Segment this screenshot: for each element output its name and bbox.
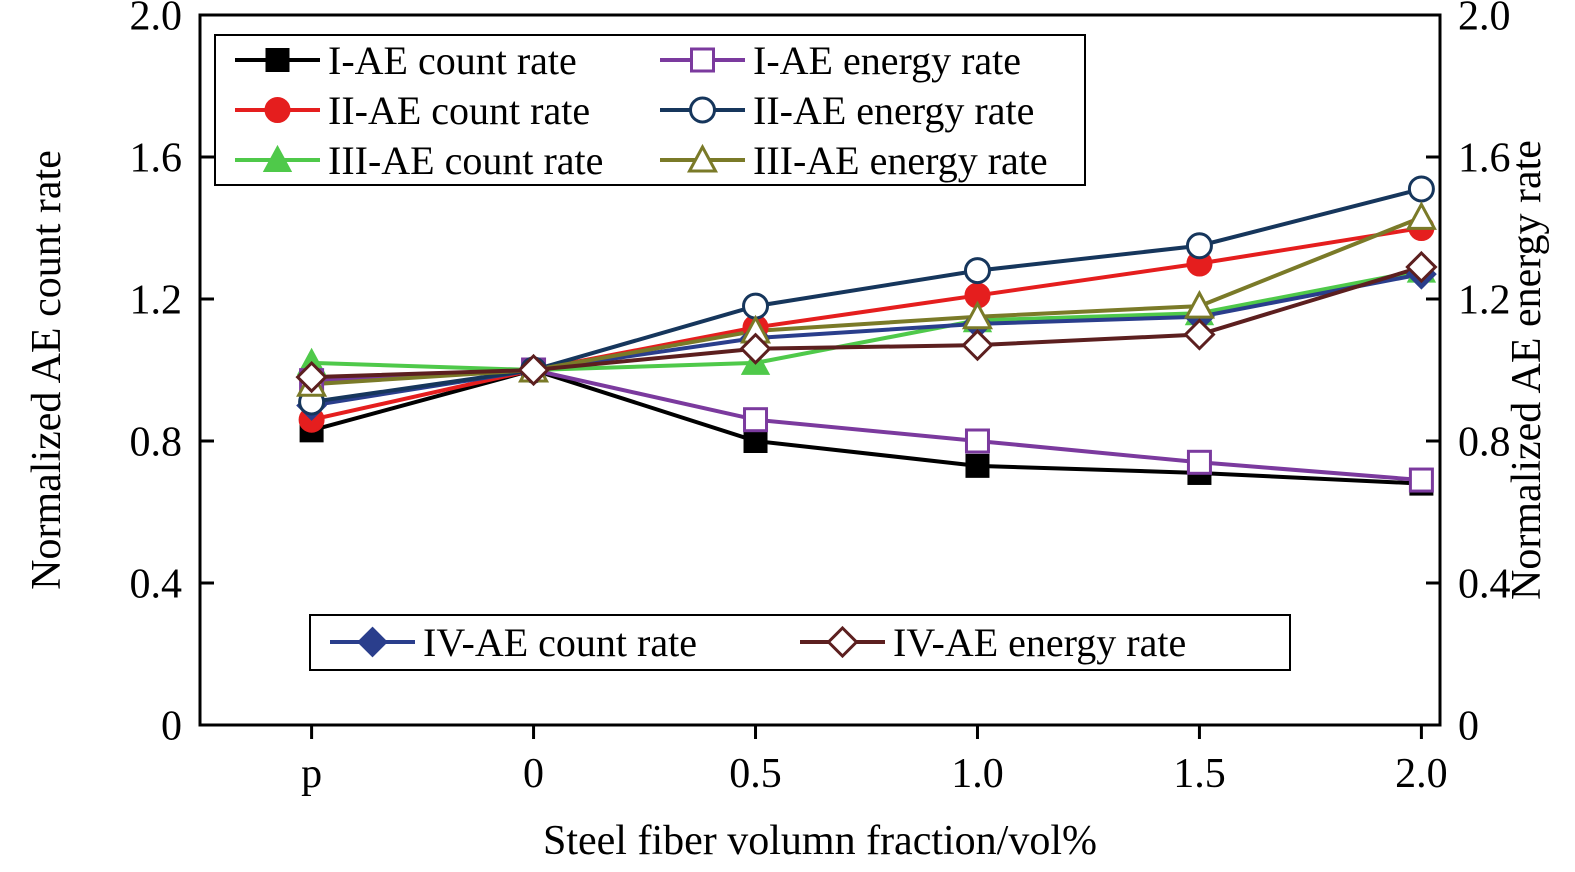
line-chart: 0 0 0.4 0.4 0.8 0.8 1.2 1.2 1.6 1.6 2.0 2.0 p 0 0.5 1.0… — [0, 0, 1575, 872]
svg-text:1.5: 1.5 — [1173, 751, 1226, 797]
svg-text:p: p — [301, 751, 322, 797]
legend-label: III-AE count rate — [328, 138, 603, 183]
svg-text:1.6: 1.6 — [1458, 136, 1511, 182]
svg-text:0.4: 0.4 — [1458, 562, 1511, 608]
svg-text:1.2: 1.2 — [130, 278, 183, 324]
svg-text:0: 0 — [523, 751, 544, 797]
svg-text:1.2: 1.2 — [1458, 278, 1511, 324]
svg-text:2.0: 2.0 — [1458, 0, 1511, 40]
chart-container: 0 0 0.4 0.4 0.8 0.8 1.2 1.2 1.6 1.6 2.0 2.0 p 0 0.5 1.0… — [0, 0, 1575, 872]
legend-bottom: IV-AE count rate IV-AE energy rate — [310, 615, 1290, 670]
svg-text:0.8: 0.8 — [130, 420, 183, 466]
x-axis-label: Steel fiber volumn fraction/vol% — [543, 818, 1097, 864]
svg-text:0.8: 0.8 — [1458, 420, 1511, 466]
svg-text:0.5: 0.5 — [729, 751, 782, 797]
svg-text:0: 0 — [161, 704, 182, 750]
legend-label: IV-AE energy rate — [893, 620, 1186, 665]
legend-label: I-AE count rate — [328, 38, 577, 83]
svg-text:0.4: 0.4 — [130, 562, 183, 608]
legend-label: I-AE energy rate — [753, 38, 1021, 83]
y-axis-label-left: Normalized AE count rate — [24, 150, 70, 590]
y-axis-label-right: Normalized AE energy rate — [1504, 140, 1550, 600]
legend-label: II-AE energy rate — [753, 88, 1034, 133]
svg-text:2.0: 2.0 — [1395, 751, 1448, 797]
legend-label: II-AE count rate — [328, 88, 590, 133]
svg-text:1.0: 1.0 — [951, 751, 1004, 797]
legend-label: III-AE energy rate — [753, 138, 1048, 183]
legend-top: I-AE count rate II-AE count rate III-AE co… — [215, 35, 1085, 185]
svg-text:0: 0 — [1458, 704, 1479, 750]
svg-text:1.6: 1.6 — [130, 136, 183, 182]
svg-text:2.0: 2.0 — [130, 0, 183, 40]
legend-label: IV-AE count rate — [423, 620, 697, 665]
